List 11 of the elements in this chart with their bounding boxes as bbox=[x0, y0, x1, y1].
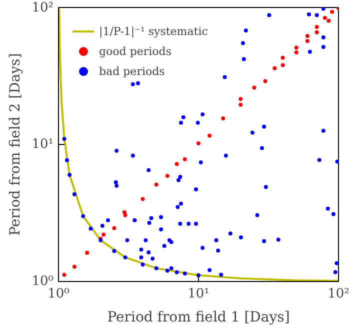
y-tick-label: 10¹ bbox=[32, 137, 54, 152]
y-tick-label: 10² bbox=[32, 0, 54, 16]
x-tick-label: 10¹ bbox=[188, 286, 210, 302]
y-axis-title: Period from field 2 [Days] bbox=[8, 53, 24, 236]
legend-label: bad periods bbox=[99, 64, 165, 78]
x-tick-label: 10² bbox=[328, 286, 350, 302]
legend-label: good periods bbox=[99, 44, 172, 58]
legend-label: |1/P-1|⁻¹ systematic bbox=[99, 24, 208, 38]
y-tick-label: 10⁰ bbox=[32, 274, 54, 289]
x-tick-label: 10⁰ bbox=[48, 286, 70, 302]
x-axis-title: Period from field 1 [Days] bbox=[107, 310, 290, 326]
